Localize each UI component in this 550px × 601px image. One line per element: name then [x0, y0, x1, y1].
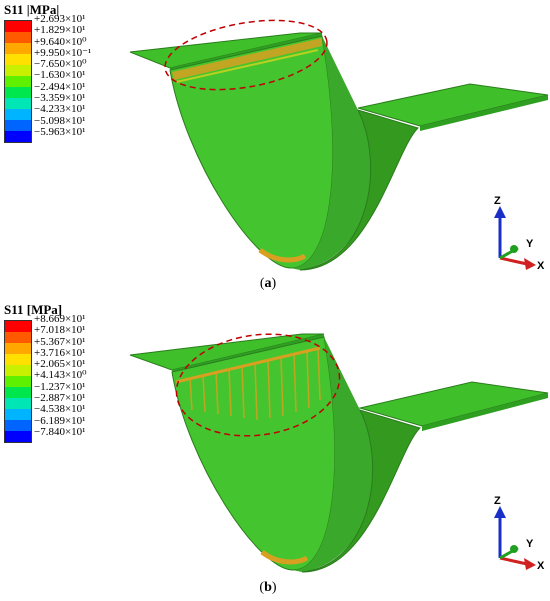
legend-label: +4.143×10⁰	[34, 369, 87, 382]
axis-triad-b: Z Y X	[494, 495, 545, 572]
legend-colorbar-b	[4, 320, 32, 443]
legend-label: +5.367×10¹	[34, 335, 86, 348]
legend-swatch	[5, 398, 31, 409]
caption-a: (a)	[259, 276, 277, 291]
legend-swatch	[5, 98, 31, 109]
legend-label: −6.189×10¹	[34, 414, 86, 427]
panel-b: S11 [MPa] +8.669×10¹ +7.018×10¹ +5.367×10¹…	[0, 300, 550, 600]
legend-label: −1.630×10¹	[34, 69, 86, 82]
axis-y-label-b: Y	[526, 538, 534, 550]
axis-y-label-a: Y	[526, 238, 534, 250]
legend-swatch	[5, 365, 31, 376]
legend-swatch	[5, 420, 31, 431]
right-flange-edge-b	[422, 393, 548, 431]
legend-labels-a: +2.693×10¹ +1.829×10¹ +9.640×10⁰ +9.950×10⁻…	[34, 13, 92, 138]
axis-z-label-a: Z	[494, 195, 501, 207]
legend-label: −3.359×10¹	[34, 92, 86, 105]
highlight-ellipse-b	[175, 333, 341, 437]
highlight-ellipse-a	[164, 19, 328, 91]
bottom-hotspot-b	[260, 549, 309, 565]
legend-swatch	[5, 21, 31, 32]
legend-swatch	[5, 65, 31, 76]
legend-swatch	[5, 32, 31, 43]
legend-swatch	[5, 43, 31, 54]
caption-b: (b)	[259, 580, 277, 595]
bottom-hotspot-a	[258, 247, 307, 263]
axis-x-label-a: X	[537, 260, 545, 272]
legend-label: −5.098×10¹	[34, 114, 86, 127]
axis-z-label-b: Z	[494, 495, 501, 507]
legend-swatch	[5, 54, 31, 65]
fem-model-b: Z Y X	[129, 333, 549, 573]
legend-label: −2.494×10¹	[34, 80, 86, 93]
axis-triad-a: Z Y X	[494, 195, 545, 272]
legend-label: −7.840×10¹	[34, 425, 86, 438]
legend-swatch	[5, 343, 31, 354]
panel-a: S11 |MPa| +2.693×10¹ +1.829×10¹ +9.640×10⁰…	[0, 0, 550, 300]
legend-swatch	[5, 376, 31, 387]
legend-label: −4.233×10¹	[34, 103, 86, 116]
axis-x-label-b: X	[537, 560, 545, 572]
legend-title-b: S11 [MPa]	[4, 302, 63, 317]
legend-label: +2.693×10¹	[34, 13, 86, 25]
legend-swatch	[5, 321, 31, 332]
right-flange-edge-a	[420, 95, 548, 131]
fem-model-a: Z Y X	[129, 19, 549, 272]
legend-label: +2.065×10¹	[34, 358, 86, 371]
legend-swatch	[5, 409, 31, 420]
legend-title-a: S11 |MPa|	[4, 2, 60, 17]
legend-label: +7.018×10¹	[34, 324, 86, 337]
legend-label: +9.640×10⁰	[34, 35, 87, 48]
legend-label: +9.950×10⁻¹	[34, 46, 92, 59]
legend-swatch	[5, 131, 31, 142]
stress-band-b	[175, 346, 321, 384]
stress-hotspot-a	[172, 38, 322, 80]
legend-swatch	[5, 332, 31, 343]
legend-label: −2.887×10¹	[34, 392, 86, 405]
legend-swatch	[5, 87, 31, 98]
legend-swatch	[5, 387, 31, 398]
legend-label: +1.829×10¹	[34, 24, 86, 37]
u-bottom-a	[290, 36, 373, 270]
legend-label: −7.650×10⁰	[34, 58, 87, 71]
u-inner-wall-b	[171, 336, 336, 571]
stress-band-a	[175, 49, 319, 83]
legend-label: −5.963×10¹	[34, 125, 86, 138]
legend-swatch	[5, 354, 31, 365]
stress-streaks-b	[189, 347, 321, 421]
legend-label: −4.538×10¹	[34, 403, 86, 416]
legend-colorbar-a	[4, 20, 32, 143]
u-outer-wall-a	[299, 109, 419, 271]
legend-label: +3.716×10¹	[34, 346, 86, 359]
legend-label: −1.237×10¹	[34, 380, 86, 393]
legend-swatch	[5, 431, 31, 442]
legend-swatch	[5, 120, 31, 131]
legend-labels-b: +8.669×10¹ +7.018×10¹ +5.367×10¹ +3.716×10¹…	[34, 313, 87, 438]
legend-swatch	[5, 109, 31, 120]
u-bottom-b	[292, 337, 375, 572]
legend-label: +8.669×10¹	[34, 313, 86, 325]
u-outer-wall-b	[301, 409, 421, 573]
legend-swatch	[5, 76, 31, 87]
